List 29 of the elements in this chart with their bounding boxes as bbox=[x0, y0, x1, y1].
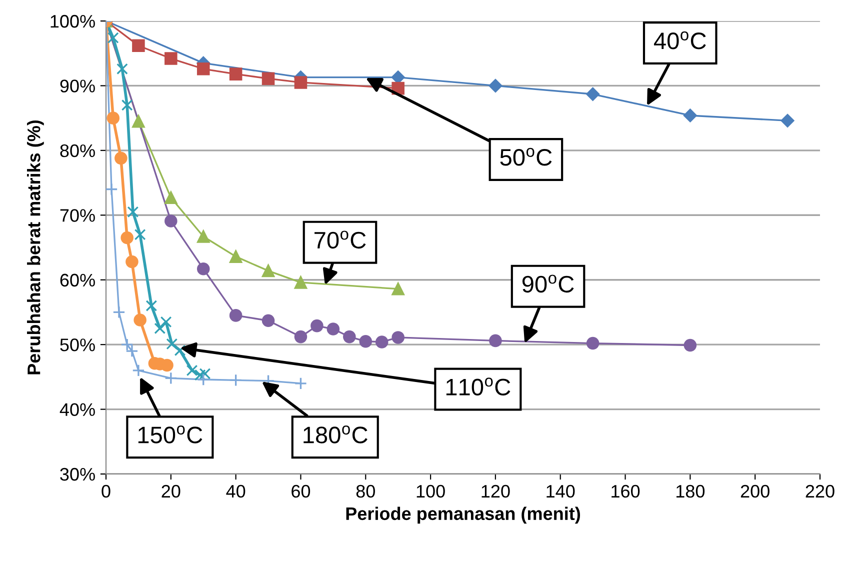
y-tick-label: 30% bbox=[60, 468, 95, 481]
x-tick-label: 140 bbox=[546, 484, 575, 498]
annotation: 180$^{o}$C bbox=[304, 426, 368, 444]
x-tick-label: 100 bbox=[416, 484, 445, 498]
x-tick-label: 160 bbox=[612, 484, 640, 498]
y-tick-label: 40% bbox=[60, 403, 95, 416]
annotation: 40$^{o}$C bbox=[654, 31, 706, 50]
annotation: 70$^{o}$C bbox=[314, 230, 366, 249]
y-tick-label: 100% bbox=[50, 14, 95, 28]
x-tick-label: 60 bbox=[292, 484, 310, 498]
x-tick-label: 180 bbox=[676, 484, 705, 498]
y-tick-label: 90% bbox=[60, 80, 95, 92]
y-tick-label: 50% bbox=[60, 338, 95, 352]
annotation: 150$^{o}$C bbox=[138, 426, 202, 444]
annotation: 110$^{o}$C bbox=[446, 378, 510, 396]
x-tick-label: 40 bbox=[226, 484, 246, 498]
x-tick-label: 200 bbox=[740, 484, 770, 498]
x-tick-label: 120 bbox=[482, 484, 510, 498]
y-tick-label: 80% bbox=[60, 144, 95, 158]
y-axis-title: Perubhahan berat matriks (%) bbox=[27, 120, 44, 374]
y-tick-label: 60% bbox=[60, 274, 95, 287]
x-tick-label: 220 bbox=[806, 484, 834, 498]
x-tick-label: 20 bbox=[162, 484, 180, 498]
x-axis-title: Periode pemanasan (menit) bbox=[346, 506, 580, 524]
y-tick-label: 70% bbox=[60, 209, 95, 222]
annotation: 90$^{o}$C bbox=[522, 274, 574, 293]
annotation: 50$^{o}$C bbox=[500, 148, 552, 166]
x-tick-label: 0 bbox=[102, 484, 110, 498]
x-tick-label: 80 bbox=[356, 484, 375, 498]
